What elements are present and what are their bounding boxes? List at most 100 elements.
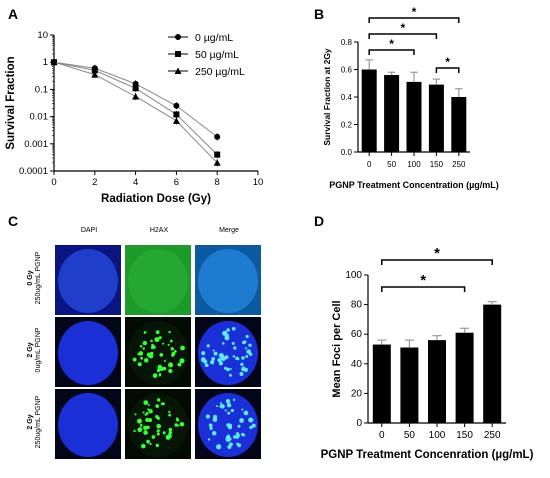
legend-marker-2	[174, 67, 182, 74]
foci-dot	[147, 404, 150, 407]
legend-label-0: 0 µg/mL	[195, 32, 233, 44]
foci-dot	[226, 402, 232, 408]
y-tick-label-2: 40	[351, 359, 363, 370]
significance-bracket-1	[381, 286, 466, 292]
foci-dot	[245, 334, 249, 339]
x-tick-label-0: 0	[51, 177, 56, 188]
y-tick-label-5: 100	[345, 270, 362, 281]
foci-dot	[241, 356, 245, 360]
micrograph-tile-dapi-row1	[55, 245, 121, 315]
foci-bar-chart: 0 20 40 60 80 100 0 50 100 150 250 PGNP Treatment C…	[321, 245, 534, 461]
foci-dot	[159, 352, 164, 357]
foci-dot	[243, 340, 247, 344]
y-tick-label-2: 0.1	[35, 84, 48, 95]
cell-nucleus	[58, 249, 118, 313]
x-tick-label-3: 150	[456, 430, 473, 441]
significance-bracket-1	[368, 33, 438, 39]
foci-dot	[236, 442, 240, 446]
foci-dot	[169, 432, 173, 435]
data-point-2-3	[172, 117, 180, 124]
foci-dot	[143, 400, 149, 406]
foci-dot	[201, 351, 206, 356]
foci-dot	[232, 435, 237, 439]
micrograph-image	[55, 317, 121, 387]
foci-dot	[148, 409, 153, 414]
series-line-1	[53, 61, 218, 155]
foci-dot	[152, 373, 158, 378]
foci-dot	[231, 326, 236, 331]
foci-dot	[165, 434, 171, 440]
foci-dot	[156, 423, 162, 429]
foci-dot	[139, 344, 143, 348]
foci-dot	[150, 345, 155, 350]
x-tick-label-1: 2	[92, 177, 97, 188]
significance-star-1: *	[420, 272, 426, 289]
y-tick-label-3: 60	[351, 329, 363, 340]
foci-dot	[250, 418, 254, 422]
x-axis-title: Radiation Dose (Gy)	[101, 193, 211, 205]
panel-label-a: A	[8, 6, 19, 22]
foci-dot	[232, 398, 236, 402]
foci-dot	[204, 363, 209, 368]
data-point-0-4	[214, 133, 221, 140]
foci-dot	[156, 429, 160, 433]
foci-dot	[241, 408, 244, 411]
foci-dot	[225, 399, 231, 404]
micrograph-image	[125, 389, 191, 459]
foci-dot	[224, 409, 227, 412]
data-point-2-0	[50, 58, 58, 66]
y-tick-label-0: 0.0	[341, 148, 353, 157]
foci-dot	[216, 444, 222, 450]
cell-nucleus	[128, 321, 188, 385]
foci-dot	[133, 429, 136, 433]
foci-dot	[210, 360, 215, 365]
foci-dot	[179, 358, 185, 364]
x-tick-label-2: 100	[407, 160, 421, 169]
foci-dot	[143, 430, 148, 435]
column-header-h2ax: H2AX	[149, 227, 169, 234]
foci-dot	[229, 367, 232, 371]
x-tick-label-1: 50	[387, 160, 396, 169]
data-point-1-1	[91, 67, 98, 74]
foci-dot	[239, 372, 244, 376]
foci-dot	[151, 435, 156, 439]
foci-dot	[226, 328, 230, 332]
data-point-2-2	[132, 92, 140, 100]
foci-dot	[157, 364, 163, 370]
foci-dot	[140, 356, 144, 360]
foci-dot	[248, 343, 252, 347]
foci-dot	[205, 414, 210, 419]
foci-dot	[249, 425, 253, 430]
significance-bracket-0	[368, 17, 460, 23]
foci-dot	[220, 404, 225, 409]
x-tick-label-4: 250	[484, 430, 501, 441]
data-point-0-3	[173, 102, 180, 109]
foci-dot	[208, 423, 213, 428]
micrograph-image	[55, 389, 121, 459]
micrograph-tile-h2ax-row1	[125, 245, 191, 315]
significance-bracket-2	[368, 49, 415, 55]
foci-dot	[168, 427, 173, 432]
bar-250	[451, 97, 467, 152]
micrograph-image	[125, 245, 191, 315]
foci-dot	[151, 343, 154, 347]
x-tick-label-1: 50	[404, 430, 416, 441]
bar-0	[361, 69, 377, 152]
data-point-2-4	[213, 159, 221, 166]
foci-dot	[167, 343, 170, 346]
y-tick-label-1: 1	[43, 57, 48, 68]
foci-dot	[218, 353, 224, 359]
foci-dot	[202, 359, 208, 364]
legend-marker-0	[175, 34, 181, 40]
foci-dot	[225, 437, 231, 442]
y-tick-label-5: 0.0001	[19, 166, 48, 177]
foci-dot	[207, 438, 211, 441]
foci-dot	[212, 349, 215, 352]
foci-dot	[156, 432, 160, 436]
foci-dot	[211, 431, 217, 436]
foci-dot	[175, 417, 179, 420]
foci-dot	[231, 341, 235, 345]
micrograph-tile-dapi-row2	[55, 317, 121, 387]
x-tick-label-2: 100	[429, 430, 446, 441]
